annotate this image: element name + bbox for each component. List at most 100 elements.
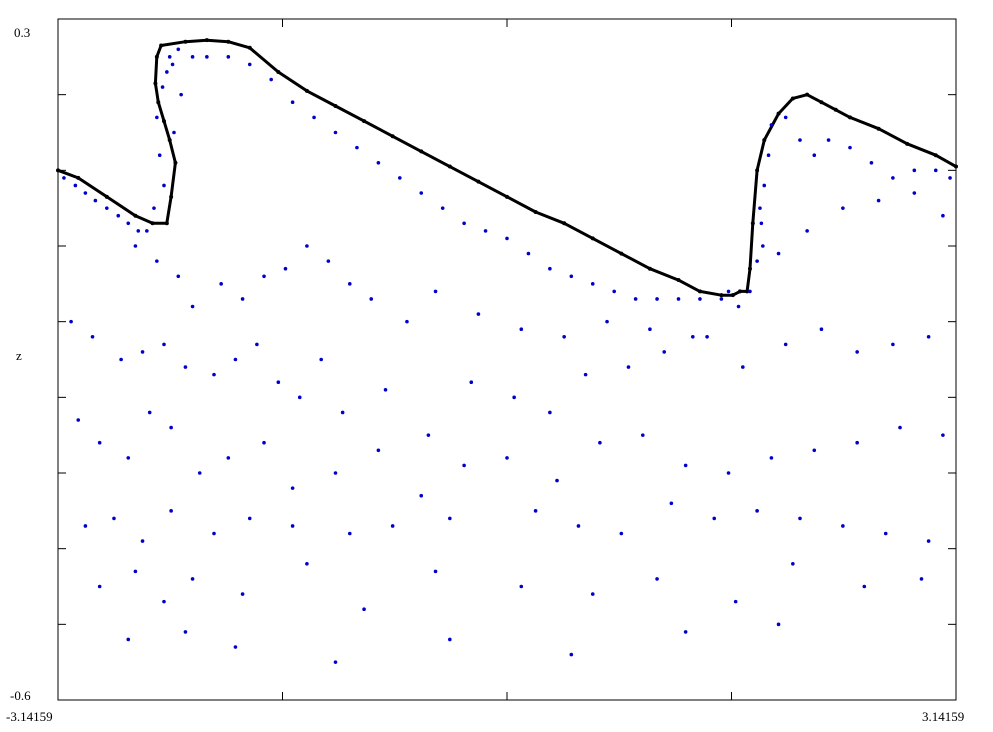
particle-point (290, 486, 295, 490)
y-tick-label-top: 0.3 (14, 25, 30, 40)
particle-point (898, 425, 902, 430)
particle-point (283, 266, 288, 271)
particle-point (776, 622, 781, 627)
particle-point (405, 319, 409, 324)
particle-point (133, 569, 138, 574)
surface-point (755, 168, 760, 173)
surface-point (730, 293, 735, 298)
particle-point (505, 236, 509, 241)
particle-point (347, 531, 352, 536)
particle-point (312, 115, 316, 120)
particle-point (933, 168, 938, 173)
particle-point (690, 335, 695, 339)
particle-point (590, 282, 595, 286)
particle-point (426, 433, 431, 437)
particle-point (170, 62, 175, 67)
surface-point (619, 251, 624, 256)
particle-point (598, 440, 602, 445)
particle-point (226, 55, 231, 59)
surface-point (362, 119, 367, 124)
particle-point (269, 77, 273, 82)
particle-point (140, 539, 145, 543)
particle-point (190, 55, 195, 59)
surface-point (505, 194, 509, 199)
particle-point (869, 160, 874, 165)
surface-point (905, 141, 910, 146)
particle-point (262, 440, 266, 445)
particle-point (762, 183, 767, 188)
particle-point (948, 176, 952, 180)
particle-point (748, 289, 752, 294)
particle-point (826, 138, 831, 142)
particle-point (569, 274, 574, 279)
surface-line (57, 38, 957, 297)
particle-point (769, 456, 774, 460)
particle-point (376, 448, 381, 453)
particle-point (226, 456, 231, 460)
particle-point (83, 191, 88, 195)
particle-point (683, 463, 688, 468)
particle-point (145, 229, 149, 233)
particle-point (90, 335, 95, 339)
particle-point (669, 501, 674, 506)
particle-point (140, 350, 145, 354)
surface-point (390, 134, 395, 139)
particle-point (247, 516, 252, 521)
particle-point (655, 577, 659, 581)
surface-point (333, 104, 338, 109)
particle-point (758, 206, 762, 210)
surface-point (762, 138, 767, 143)
particle-point (783, 342, 788, 347)
surface-series (56, 38, 958, 298)
particle-point (62, 176, 66, 180)
particle-point (105, 206, 109, 210)
particle-point (633, 297, 638, 301)
particle-point (240, 592, 245, 596)
surface-point (719, 293, 724, 298)
surface-point (747, 266, 752, 271)
particle-point (116, 213, 121, 218)
particle-point (619, 531, 624, 536)
particle-point (205, 55, 209, 59)
particle-point (97, 584, 102, 589)
surface-point (933, 153, 938, 158)
particle-point (169, 509, 173, 513)
particle-point (233, 645, 238, 649)
surface-point (169, 194, 174, 199)
surface-point (447, 164, 452, 169)
surface-point (590, 236, 595, 241)
particle-point (798, 516, 802, 521)
particle-point (262, 274, 266, 279)
particle-point (369, 297, 374, 301)
particle-point (93, 198, 98, 203)
particle-point (212, 531, 216, 536)
particle-point (390, 524, 395, 528)
particle-point (726, 289, 731, 294)
particle-point (526, 251, 531, 256)
particle-point (97, 440, 102, 445)
particle-point (655, 297, 659, 301)
particle-point (190, 577, 195, 581)
particle-point (398, 176, 402, 180)
particle-point (891, 342, 895, 347)
surface-point (737, 289, 742, 294)
particle-point (891, 176, 895, 180)
surface-point (276, 69, 281, 74)
particle-point (157, 153, 162, 157)
particle-point (355, 145, 359, 150)
x-tick-label-left: -3.14159 (6, 709, 53, 724)
particle-point (305, 244, 309, 248)
surface-point (745, 289, 750, 294)
particle-point (433, 569, 438, 574)
particle-point (759, 221, 764, 226)
particle-point (176, 274, 181, 279)
particle-point (841, 206, 845, 210)
particle-point (247, 62, 252, 67)
particle-point (926, 335, 931, 339)
particle-point (798, 138, 802, 142)
particle-point (197, 471, 202, 475)
surface-point (159, 43, 164, 48)
particle-point (440, 206, 445, 210)
particle-point (483, 229, 488, 233)
